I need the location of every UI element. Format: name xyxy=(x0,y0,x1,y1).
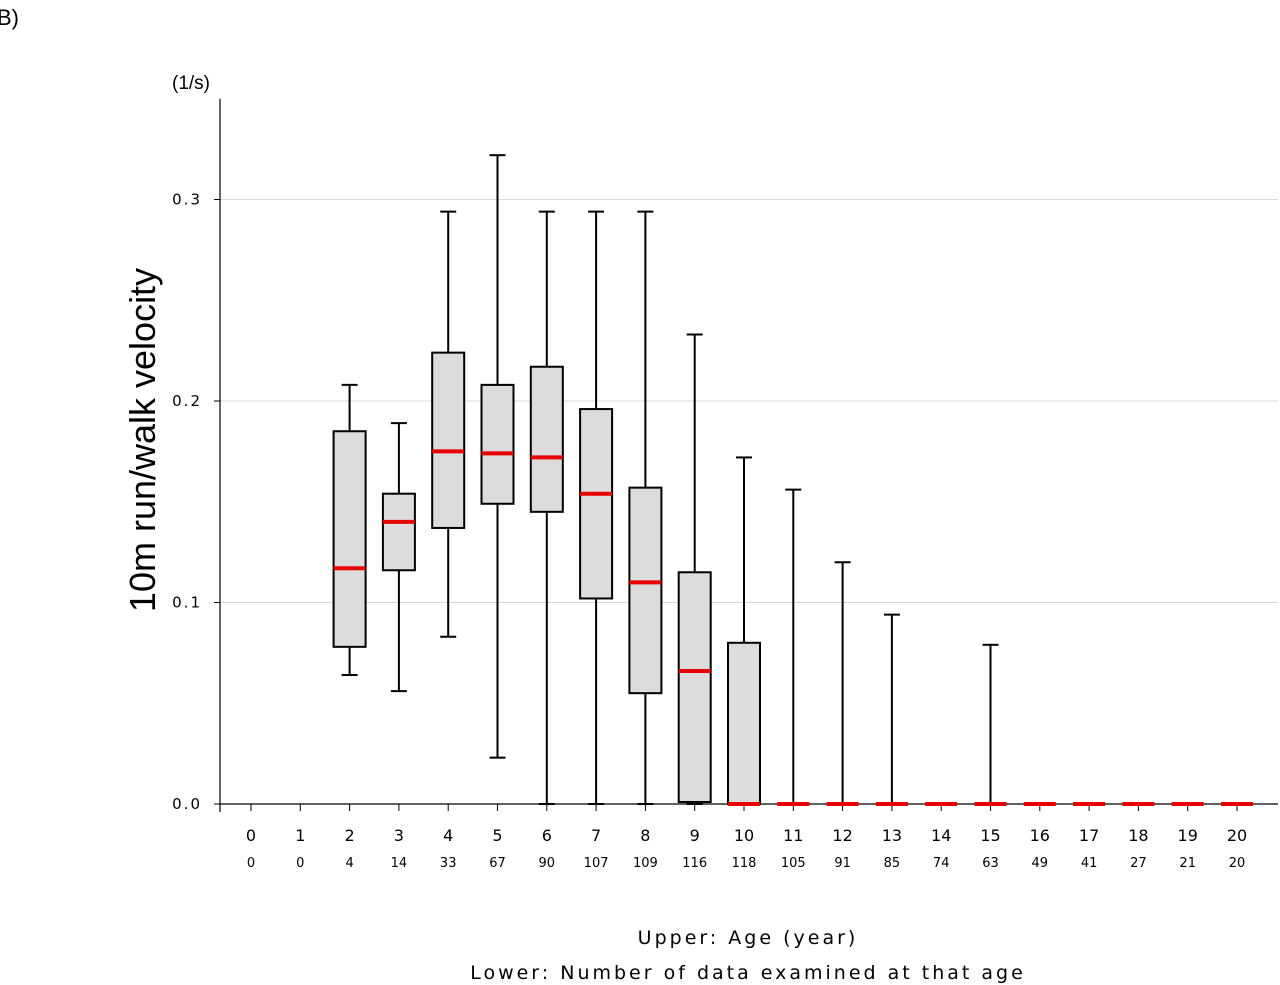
x-tick-label-age: 1 xyxy=(295,826,305,845)
x-tick-label-age: 3 xyxy=(394,826,404,845)
x-tick-label-age: 9 xyxy=(690,826,700,845)
y-unit-label: (1/s) xyxy=(172,73,210,94)
box-age-2 xyxy=(332,383,367,677)
x-tick-label-count: 41 xyxy=(1081,856,1098,871)
panel-label: B) xyxy=(0,5,19,30)
x-tick-label-age: 20 xyxy=(1227,826,1247,845)
y-tick-label: 0.2 xyxy=(172,392,202,410)
box-age-9 xyxy=(677,333,712,805)
x-tick-label-count: 118 xyxy=(732,856,757,871)
x-tick-label-age: 15 xyxy=(980,826,1000,845)
x-tick-label-age: 0 xyxy=(246,826,256,845)
x-tick-label-count: 85 xyxy=(884,856,901,871)
x-tick-label-age: 12 xyxy=(832,826,852,845)
iqr-box xyxy=(332,430,367,648)
x-axis-title-lower: Lower: Number of data examined at that a… xyxy=(470,962,1026,984)
y-tick-label: 0.3 xyxy=(172,191,202,209)
x-tick-label-age: 14 xyxy=(931,826,951,845)
x-tick-label-age: 6 xyxy=(542,826,552,845)
y-tick-label: 0.0 xyxy=(172,795,202,813)
box-age-3 xyxy=(381,422,416,693)
box-age-6 xyxy=(529,210,564,805)
x-tick-label-age: 16 xyxy=(1030,826,1050,845)
x-tick-label-age: 18 xyxy=(1128,826,1148,845)
x-tick-label-count: 107 xyxy=(584,856,609,871)
x-tick-label-count: 49 xyxy=(1032,856,1049,871)
x-tick-label-count: 0 xyxy=(247,856,255,871)
x-tick-label-count: 20 xyxy=(1229,856,1246,871)
iqr-box xyxy=(727,641,761,805)
box-age-4 xyxy=(431,210,466,638)
x-tick-label-count: 67 xyxy=(489,856,506,871)
x-tick-labels: 0010243144335676907107810991161011811105… xyxy=(246,826,1247,871)
x-tick-label-count: 21 xyxy=(1179,856,1196,871)
x-tick-label-age: 7 xyxy=(591,826,601,845)
boxes xyxy=(332,154,1253,806)
x-tick-label-count: 74 xyxy=(933,856,950,871)
iqr-box xyxy=(677,571,712,803)
x-tick-label-age: 17 xyxy=(1079,826,1099,845)
x-tick-label-count: 14 xyxy=(391,856,408,871)
x-tick-label-age: 8 xyxy=(640,826,650,845)
y-axis-title: 10m run/walk velocity xyxy=(122,268,163,612)
x-axis-title-upper: Upper: Age (year) xyxy=(638,927,859,949)
x-tick-label-age: 11 xyxy=(783,826,803,845)
x-tick-label-count: 105 xyxy=(781,856,806,871)
gridlines xyxy=(220,199,1278,603)
box-age-11 xyxy=(777,488,810,806)
box-age-7 xyxy=(579,210,614,805)
x-tick-label-count: 33 xyxy=(440,856,457,871)
x-tick-label-count: 63 xyxy=(982,856,999,871)
iqr-box xyxy=(529,365,564,513)
box-age-5 xyxy=(480,154,515,759)
x-tick-label-count: 91 xyxy=(834,856,851,871)
box-age-15 xyxy=(974,643,1007,806)
x-tick-label-count: 116 xyxy=(682,856,707,871)
iqr-box xyxy=(480,383,515,505)
box-age-13 xyxy=(875,613,908,806)
box-age-12 xyxy=(826,561,859,806)
x-tick-label-count: 90 xyxy=(539,856,556,871)
iqr-box xyxy=(628,486,663,695)
iqr-box xyxy=(381,492,416,572)
x-tick-label-age: 5 xyxy=(492,826,502,845)
x-tick-label-age: 19 xyxy=(1178,826,1198,845)
box-age-10 xyxy=(727,456,761,806)
x-tick-label-count: 4 xyxy=(345,856,353,871)
x-tick-label-age: 10 xyxy=(734,826,754,845)
y-tick-labels: 0.0 0.1 0.2 0.3 xyxy=(172,191,202,814)
iqr-box xyxy=(431,351,466,529)
x-tick-label-age: 4 xyxy=(443,826,453,845)
box-age-8 xyxy=(628,210,663,805)
y-tick-label: 0.1 xyxy=(172,594,202,612)
x-tick-label-age: 2 xyxy=(345,826,355,845)
iqr-box xyxy=(579,408,614,600)
x-tick-label-age: 13 xyxy=(882,826,902,845)
x-tick-label-count: 27 xyxy=(1130,856,1147,871)
x-tick-label-count: 0 xyxy=(296,856,304,871)
x-tick-label-count: 109 xyxy=(633,856,658,871)
